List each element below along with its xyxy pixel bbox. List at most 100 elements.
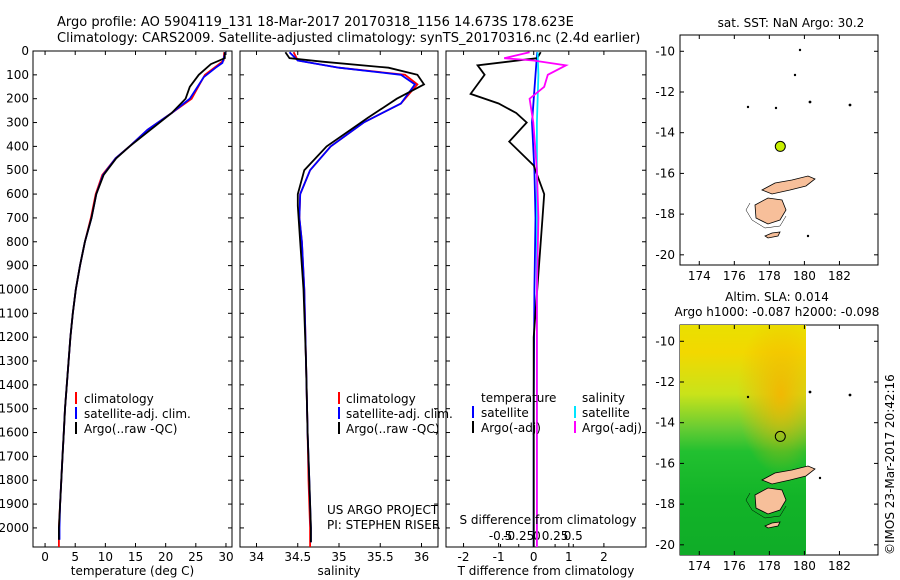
map-x-tick-label: 180: [793, 559, 816, 573]
y-tick-label: 1600: [0, 426, 29, 440]
s-tick-label: 0.5: [564, 529, 583, 543]
legend-salinity-header: salinity: [582, 391, 625, 405]
kadavu-island: [764, 231, 781, 239]
viti-levu-island: [754, 487, 787, 515]
x-tick-label: 2: [600, 550, 608, 564]
series-line-salinity-argo-adj-: [503, 51, 569, 547]
y-tick-label: 600: [6, 187, 29, 201]
y-tick-label: 1200: [0, 330, 29, 344]
x-tick-label: 35.5: [367, 550, 394, 564]
x-tick-label: 34.5: [284, 550, 311, 564]
y-tick-label: 1800: [0, 473, 29, 487]
islet: [808, 390, 812, 394]
legend-s-satellite-label: satellite: [582, 406, 630, 420]
y-tick-label: 2000: [0, 521, 29, 535]
islet: [746, 105, 750, 109]
salinity-legend: climatology satellite-adj. clim. Argo(..…: [327, 392, 453, 532]
x-tick-label: 35: [331, 550, 346, 564]
map-x-tick-label: 178: [758, 269, 781, 283]
sla-field-high: [680, 325, 806, 555]
map-y-tick-label: -18: [655, 497, 675, 511]
x-tick-label: 20: [158, 550, 173, 564]
map-y-tick-label: -16: [655, 456, 675, 470]
islet: [746, 395, 750, 399]
plot-frame: [239, 50, 439, 548]
x-tick-label: 36: [414, 550, 429, 564]
imos-watermark: ©IMOS 23-Mar-2017 20:42:16: [883, 374, 897, 555]
plot-frame: [445, 50, 647, 548]
legend-temperature-header: temperature: [481, 391, 556, 405]
islet: [806, 234, 810, 238]
map-y-tick-label: -14: [655, 126, 675, 140]
s-tick-label: -0.5: [489, 529, 512, 543]
map-x-tick-label: 180: [793, 269, 816, 283]
legend-satellite-label: satellite-adj. clim.: [346, 407, 453, 421]
x-tick-label: 30: [218, 550, 233, 564]
y-tick-label: 400: [6, 139, 29, 153]
x-tick-label: 0: [530, 550, 538, 564]
salinity-profile-panel: 34 34.5 35 35.5 36 salinity: [239, 50, 439, 578]
y-tick-label: 100: [6, 68, 29, 82]
legend-climatology-label: climatology: [84, 392, 154, 406]
islet: [793, 73, 797, 77]
map-y-tick-label: -12: [655, 375, 675, 389]
y-tick-label: 1900: [0, 497, 29, 511]
y-tick-label: 900: [6, 259, 29, 273]
map-y-tick-label: -14: [655, 416, 675, 430]
x-tick-label: -1: [493, 550, 505, 564]
sst-argo-position-marker: [774, 140, 786, 152]
legend-argo-label: Argo(..raw -QC): [84, 422, 177, 436]
y-tick-label: 700: [6, 211, 29, 225]
x-tick-label: 15: [128, 550, 143, 564]
difference-profile-panel: -2 -1 0 1 2-0.5-0.250 0.250.5T difference fro…: [445, 50, 647, 578]
vanua-levu-island: [761, 175, 816, 195]
x-axis-label: temperature (deg C): [71, 564, 194, 578]
x-tick-label: 10: [98, 550, 113, 564]
plot-frame: [32, 50, 233, 548]
legend-satellite-label: satellite-adj. clim.: [84, 407, 191, 421]
x-tick-label: 25: [188, 550, 203, 564]
y-tick-label: 800: [6, 235, 29, 249]
y-tick-label: 1400: [0, 378, 29, 392]
map-y-tick-label: -16: [655, 166, 675, 180]
map-y-tick-label: -10: [655, 44, 675, 58]
x-tick-label: -2: [458, 550, 470, 564]
x-tick-label: 1: [565, 550, 573, 564]
islet: [848, 103, 852, 107]
viti-levu-island: [754, 197, 787, 225]
map-x-tick-label: 176: [723, 559, 746, 573]
s-difference-axis-label: S difference from climatology: [460, 513, 637, 527]
vanua-levu-island: [761, 465, 816, 485]
y-tick-label: 1300: [0, 354, 29, 368]
x-axis-label: T difference from climatology: [457, 564, 635, 578]
sst-map: sat. SST: NaN Argo: 30.2: [679, 16, 879, 266]
map-x-tick-label: 176: [723, 269, 746, 283]
pi-label: PI: STEPHEN RISER: [327, 518, 440, 532]
map-y-tick-label: -10: [655, 334, 675, 348]
legend-s-argo-label: Argo(-adj): [582, 421, 642, 435]
y-tick-label: 300: [6, 116, 29, 130]
islet: [808, 100, 812, 104]
legend-climatology-label: climatology: [346, 392, 416, 406]
difference-legend: temperature salinity satellite Argo(-adj…: [460, 391, 642, 527]
sst-map-title: sat. SST: NaN Argo: 30.2: [718, 16, 865, 30]
temperature-legend: climatology satellite-adj. clim. Argo(..…: [75, 392, 191, 436]
y-tick-label: 1500: [0, 402, 29, 416]
sla-argo-position-marker: [774, 430, 786, 442]
map-x-tick-label: 174: [688, 269, 711, 283]
x-tick-label: 0: [41, 550, 49, 564]
y-tick-label: 1700: [0, 449, 29, 463]
islet: [798, 48, 802, 52]
map-y-tick-label: -18: [655, 207, 675, 221]
sst-map-land: [745, 48, 852, 239]
legend-argo-label: Argo(..raw -QC): [346, 422, 439, 436]
y-tick-label: 500: [6, 163, 29, 177]
s-tick-label: -0.25: [503, 529, 534, 543]
sla-map: Altim. SLA: 0.014 Argo h1000: -0.087 h20…: [675, 290, 879, 556]
islet: [818, 476, 822, 480]
map-y-tick-label: -20: [655, 538, 675, 552]
s-tick-label: 0.25: [542, 529, 569, 543]
y-tick-label: 1000: [0, 282, 29, 296]
map-y-tick-label: -20: [655, 248, 675, 262]
